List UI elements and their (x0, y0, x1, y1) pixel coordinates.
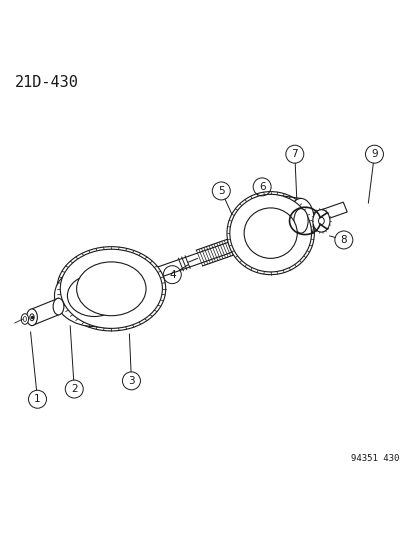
Text: 94351 430: 94351 430 (350, 454, 398, 463)
Ellipse shape (55, 265, 134, 327)
Ellipse shape (30, 314, 34, 321)
Ellipse shape (60, 249, 162, 328)
Ellipse shape (67, 275, 121, 317)
Text: 1: 1 (34, 394, 41, 404)
Ellipse shape (244, 208, 297, 259)
Text: 2: 2 (71, 384, 77, 394)
Ellipse shape (26, 309, 37, 326)
Ellipse shape (21, 314, 28, 324)
Ellipse shape (229, 195, 311, 272)
Polygon shape (55, 202, 347, 313)
Text: 5: 5 (218, 186, 224, 196)
Text: 4: 4 (169, 270, 175, 280)
Ellipse shape (57, 247, 165, 331)
Ellipse shape (287, 198, 313, 244)
Text: 8: 8 (340, 235, 347, 245)
Ellipse shape (226, 191, 313, 274)
Text: 6: 6 (258, 182, 265, 192)
Ellipse shape (76, 262, 146, 316)
Ellipse shape (312, 209, 329, 232)
Text: 9: 9 (370, 149, 377, 159)
Ellipse shape (293, 208, 307, 233)
Ellipse shape (318, 217, 323, 224)
Text: 21D-430: 21D-430 (15, 75, 79, 90)
Text: 7: 7 (291, 149, 297, 159)
Text: 3: 3 (128, 376, 134, 386)
Ellipse shape (53, 298, 64, 315)
Ellipse shape (23, 317, 26, 321)
